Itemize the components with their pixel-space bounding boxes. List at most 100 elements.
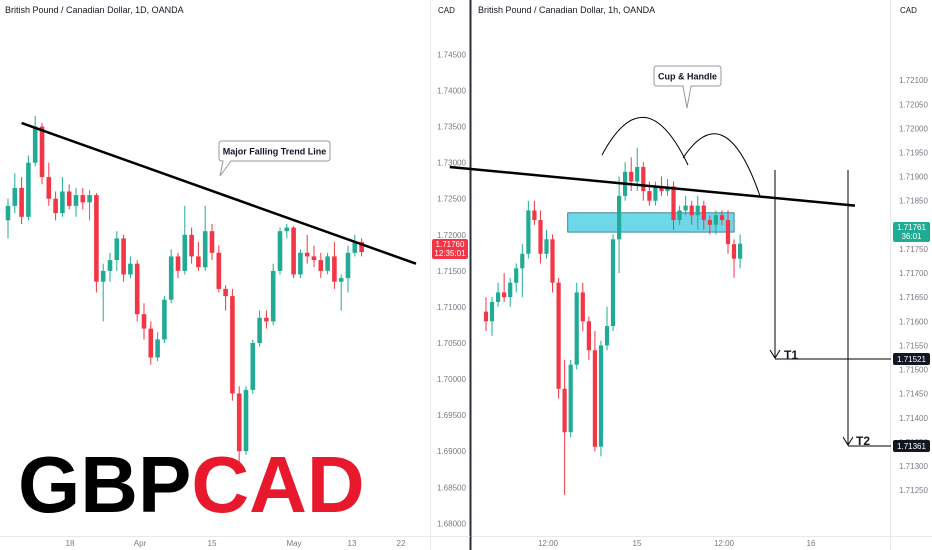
candle	[291, 226, 296, 279]
candle-body	[196, 256, 201, 268]
pair-logo-base: GBP	[18, 440, 191, 529]
candle	[189, 227, 194, 264]
candle	[284, 224, 290, 239]
time-tick-label: 15	[633, 539, 642, 548]
candle-body	[502, 292, 507, 298]
time-tick-label: 15	[208, 539, 217, 548]
candle	[586, 316, 591, 360]
candle-body	[141, 314, 147, 329]
candle-body	[629, 171, 634, 182]
candle-body	[677, 210, 682, 220]
candle-body	[610, 239, 616, 327]
left-chart-title: British Pound / Canadian Dollar, 1D, OAN…	[5, 5, 184, 15]
candle-body	[202, 231, 208, 268]
time-tick-label: 16	[807, 539, 816, 548]
candle-body	[489, 302, 495, 322]
candle-body	[725, 220, 731, 245]
cup-arc	[601, 116, 689, 166]
candle	[725, 210, 731, 254]
t1-price-tag-background	[893, 353, 930, 365]
right-chart-title: British Pound / Canadian Dollar, 1h, OAN…	[478, 5, 655, 15]
candle-body	[236, 393, 242, 452]
price-tick-label: 1.70500	[437, 339, 466, 348]
candle-body	[304, 252, 310, 257]
candle-body	[352, 242, 358, 253]
candle	[182, 205, 188, 275]
candle	[114, 231, 120, 271]
candle-body	[53, 198, 58, 214]
t2-arrow-icon	[842, 436, 854, 446]
candle	[53, 191, 58, 221]
candle	[604, 306, 610, 351]
candle-body	[189, 234, 194, 257]
candle-body	[270, 270, 276, 322]
candle	[695, 195, 700, 230]
t2-price-tag-background	[893, 440, 930, 452]
candle	[216, 245, 222, 293]
candle-body	[257, 317, 262, 344]
candle	[250, 339, 256, 394]
candle	[155, 332, 160, 362]
time-tick-label: May	[286, 539, 301, 548]
price-tick-label: 1.71450	[899, 390, 928, 399]
left-time-axis: 18 Apr 15 May 13 22	[66, 539, 406, 548]
price-tick-label: 1.71750	[899, 245, 928, 254]
candle-body	[121, 238, 126, 275]
candle-body	[216, 252, 222, 289]
candle-body	[695, 205, 700, 216]
candle	[532, 200, 537, 225]
price-tick-label: 1.71900	[899, 173, 928, 182]
right-currency-label: CAD	[900, 6, 917, 15]
time-tick-label: 12:00	[714, 539, 735, 548]
candle-body	[168, 256, 174, 300]
candle	[39, 123, 45, 185]
candle	[520, 244, 525, 298]
candle	[617, 176, 622, 274]
candle	[689, 200, 694, 225]
t2-price-tag: 1.71361	[893, 440, 930, 452]
candle-body	[580, 292, 585, 322]
time-tick-label: 18	[66, 539, 75, 548]
resistance-zone	[567, 212, 735, 233]
candle	[175, 252, 181, 279]
candle-body	[12, 187, 18, 206]
candle-body	[73, 195, 79, 206]
candle-body	[592, 350, 597, 447]
pair-logo-quote: CAD	[191, 440, 364, 529]
left-currency-label: CAD	[438, 6, 455, 15]
candle-body	[250, 343, 256, 390]
candle-body	[526, 210, 531, 254]
price-tick-label: 1.73000	[437, 159, 466, 168]
candle-body	[60, 191, 65, 214]
right-falling-trend-line	[449, 165, 856, 207]
candle	[209, 224, 215, 261]
callout-bubble	[218, 140, 331, 177]
price-tick-label: 1.71700	[899, 269, 928, 278]
candle-body	[635, 167, 640, 182]
candle	[12, 173, 18, 214]
candle	[148, 321, 154, 365]
price-tick-label: 1.74500	[437, 50, 466, 59]
candle	[196, 242, 201, 271]
candle	[483, 297, 489, 331]
candle-body	[155, 339, 160, 358]
candle	[230, 288, 235, 401]
candle	[311, 245, 317, 268]
candle-body	[598, 345, 604, 447]
candle	[32, 115, 38, 167]
candle	[162, 296, 167, 343]
candle	[332, 242, 337, 289]
price-tick-label: 1.74000	[437, 87, 466, 96]
cup-handle-callout: Cup & Handle	[653, 65, 722, 109]
candle-body	[359, 242, 364, 253]
candle	[345, 245, 351, 293]
candle	[304, 234, 310, 264]
left-price-tag: 1.71760 12:35:01	[432, 239, 468, 259]
candle	[610, 234, 616, 331]
time-tick-label: 22	[397, 539, 406, 548]
candle	[87, 190, 92, 221]
candle-body	[230, 296, 235, 394]
candle-body	[325, 256, 330, 271]
candle	[701, 200, 706, 230]
candle-body	[586, 321, 591, 351]
